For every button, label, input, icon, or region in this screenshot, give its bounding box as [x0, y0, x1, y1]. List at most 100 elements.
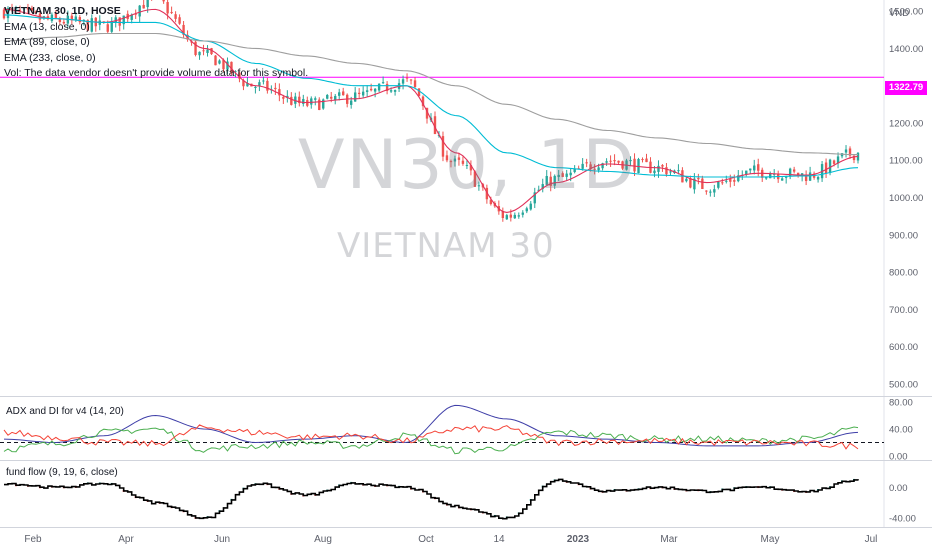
candle-body	[629, 159, 632, 162]
candle-body	[453, 158, 457, 162]
candle-body	[34, 11, 38, 13]
candle-body	[757, 164, 760, 171]
candle-body	[54, 13, 58, 19]
candle-body	[589, 164, 592, 170]
candle-body	[836, 156, 840, 164]
fundflow-panel-title[interactable]: fund flow (9, 19, 6, close)	[6, 467, 118, 478]
di-plus-line	[3, 426, 859, 455]
candle-body	[413, 80, 417, 88]
hline-price-tag: 1322.79	[885, 81, 927, 95]
adx-tick-label: 80.00	[889, 398, 913, 409]
candle-body	[178, 17, 181, 24]
candle-body	[166, 2, 169, 14]
candle-body	[784, 176, 788, 178]
candle-body	[82, 19, 86, 21]
candles-group	[2, 0, 860, 222]
candle-body	[477, 185, 481, 187]
candle-body	[597, 167, 600, 171]
candle-body	[461, 160, 465, 164]
time-tick-label: Jul	[865, 534, 878, 545]
candle-body	[617, 160, 620, 163]
candle-body	[385, 83, 389, 91]
candle-body	[517, 215, 520, 217]
candle-body	[441, 136, 445, 157]
adx-tick-label: 40.00	[889, 425, 913, 436]
time-tick-label: 14	[493, 534, 505, 545]
candle-body	[669, 171, 672, 173]
candle-body	[14, 8, 18, 10]
candle-body	[246, 83, 249, 87]
legend-ema89[interactable]: EMA (89, close, 0)	[4, 36, 90, 48]
candle-body	[138, 5, 141, 17]
candle-body	[238, 72, 241, 79]
candle-body	[2, 9, 6, 19]
price-tick-label: 900.00	[889, 230, 918, 241]
adx-panel-title[interactable]: ADX and DI for v4 (14, 20)	[6, 406, 124, 417]
candle-body	[369, 88, 373, 91]
candle-body	[361, 91, 365, 96]
candle-body	[142, 4, 145, 9]
candle-body	[230, 61, 233, 74]
adx-line	[3, 404, 859, 447]
candle-body	[745, 170, 748, 175]
candle-body	[405, 77, 409, 79]
candle-body	[473, 171, 477, 187]
candle-body	[206, 49, 209, 53]
adx-tick-label: 0.00	[889, 452, 908, 463]
candle-body	[373, 88, 377, 92]
candle-body	[218, 60, 221, 64]
candle-body	[377, 83, 381, 91]
price-tick-label: 1500.00	[889, 7, 923, 18]
candle-body	[342, 91, 345, 96]
candle-body	[852, 155, 856, 161]
candle-body	[749, 168, 752, 171]
candle-body	[693, 178, 696, 190]
candle-body	[226, 61, 229, 70]
candle-body	[314, 98, 317, 100]
time-tick-label: Jun	[214, 534, 230, 545]
candle-body	[780, 178, 784, 181]
candle-body	[353, 92, 357, 102]
candle-body	[174, 14, 177, 19]
candle-body	[18, 9, 22, 11]
candle-body	[661, 165, 664, 167]
candle-body	[537, 189, 540, 191]
ema233-line	[3, 32, 858, 156]
legend-title[interactable]: VIETNAM 30, 1D, HOSE	[4, 5, 121, 17]
legend-ema13[interactable]: EMA (13, close, 0)	[4, 20, 90, 33]
candle-body	[553, 175, 556, 186]
price-tick-label: 1400.00	[889, 44, 923, 55]
candle-body	[788, 168, 792, 177]
candle-body	[86, 20, 89, 31]
candle-body	[609, 160, 612, 162]
candle-body	[254, 86, 257, 88]
candle-body	[298, 96, 301, 104]
candle-body	[605, 161, 608, 163]
candle-body	[689, 178, 692, 188]
candle-body	[697, 177, 700, 180]
candle-body	[290, 96, 293, 105]
candle-body	[800, 173, 804, 176]
candle-body	[469, 165, 473, 171]
legend-ema233[interactable]: EMA (233, close, 0)	[4, 51, 96, 64]
candle-body	[725, 180, 728, 182]
candle-body	[557, 174, 560, 178]
price-tick-label: 1000.00	[889, 193, 923, 204]
candle-body	[194, 41, 197, 55]
candle-body	[90, 18, 93, 32]
candle-body	[601, 163, 604, 169]
di-minus-line	[3, 424, 859, 450]
price-tick-label: 800.00	[889, 268, 918, 279]
candle-body	[808, 172, 812, 181]
candle-body	[338, 92, 341, 96]
candle-body	[641, 159, 644, 161]
candle-body	[521, 212, 524, 215]
candle-body	[445, 155, 449, 161]
candle-body	[202, 50, 205, 52]
legend-volume[interactable]: Vol: The data vendor doesn't provide vol…	[4, 67, 309, 79]
candle-body	[262, 80, 265, 82]
fundflow-line	[4, 478, 859, 520]
candle-body	[549, 176, 552, 186]
